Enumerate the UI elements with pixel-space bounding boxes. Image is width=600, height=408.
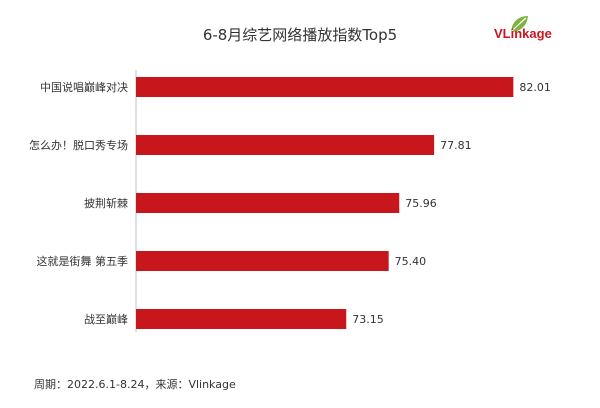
- logo-text: VLinkage: [494, 26, 552, 41]
- bar: [136, 135, 435, 155]
- bar: [136, 193, 400, 213]
- bar: [136, 309, 347, 329]
- vlinkage-logo: VLinkage: [494, 14, 574, 50]
- category-label: 中国说唱巅峰对决: [40, 80, 128, 94]
- bar: [136, 251, 389, 271]
- category-label: 怎么办！脱口秀专场: [29, 138, 128, 152]
- value-label: 75.96: [405, 197, 437, 210]
- chart-title: 6-8月综艺网络播放指数Top5: [202, 26, 398, 44]
- value-label: 77.81: [440, 139, 472, 152]
- value-label: 75.40: [395, 255, 427, 268]
- leaf-icon: [510, 16, 528, 33]
- value-label: 82.01: [519, 81, 551, 94]
- category-label: 战至巅峰: [84, 313, 128, 326]
- category-label: 披荆斩棘: [84, 196, 128, 210]
- footer-source-note: 周期：2022.6.1-8.24，来源：Vlinkage: [34, 378, 236, 391]
- value-label: 73.15: [352, 313, 384, 326]
- bar: [136, 77, 514, 97]
- category-label: 这就是街舞 第五季: [37, 254, 129, 268]
